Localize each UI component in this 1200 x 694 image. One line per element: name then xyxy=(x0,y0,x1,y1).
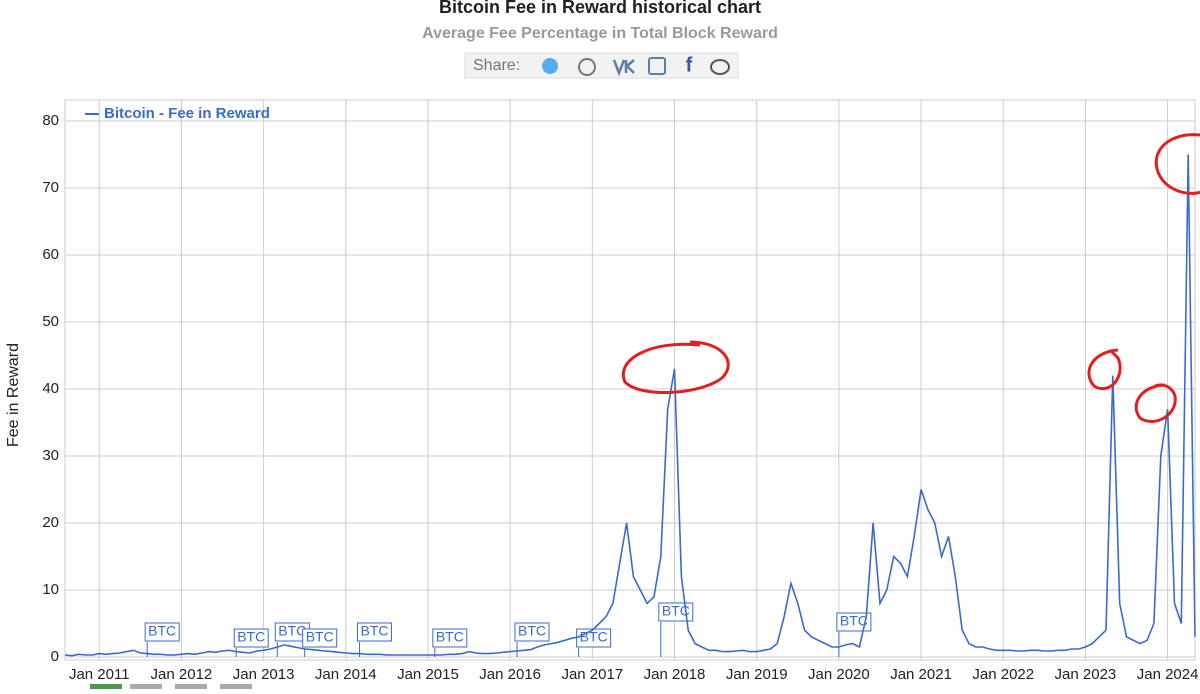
flag-label: BTC xyxy=(840,613,868,629)
nav-button[interactable] xyxy=(130,684,162,692)
twitter-icon[interactable] xyxy=(542,58,558,74)
flag-box xyxy=(836,612,872,632)
x-tick-label: Jan 2014 xyxy=(315,666,377,683)
flag-box xyxy=(514,622,550,642)
red-circle xyxy=(1134,383,1177,423)
x-tick-label: Jan 2023 xyxy=(1055,666,1117,683)
nav-button[interactable] xyxy=(175,684,207,692)
x-tick-label: Jan 2024 xyxy=(1137,666,1199,683)
vk-icon[interactable] xyxy=(612,59,635,77)
y-tick-label: 80 xyxy=(42,112,59,129)
flag-label: BTC xyxy=(436,629,464,645)
flag-label: BTC xyxy=(580,629,608,645)
weibo-icon[interactable] xyxy=(710,59,730,75)
flag-box xyxy=(658,602,694,622)
x-tick-label: Jan 2016 xyxy=(479,666,541,683)
x-tick-label: Jan 2011 xyxy=(69,666,130,683)
y-tick-label: 20 xyxy=(42,514,59,531)
y-axis-label: Fee in Reward xyxy=(5,343,22,447)
flag-label: BTC xyxy=(148,623,176,639)
flag-label: BTC xyxy=(278,623,306,639)
x-tick-label: Jan 2022 xyxy=(972,666,1034,683)
hand-drawn-circles xyxy=(621,133,1200,423)
flag-box xyxy=(144,622,180,642)
facebook-icon[interactable]: f xyxy=(686,54,693,76)
x-tick-label: Jan 2017 xyxy=(561,666,623,683)
flag-box xyxy=(302,628,338,648)
flag-box xyxy=(432,628,468,648)
share-bar: Share: f xyxy=(464,52,739,79)
series-line xyxy=(64,154,1196,657)
share-box xyxy=(464,52,739,79)
y-tick-label: 50 xyxy=(42,313,59,330)
chart-title: Bitcoin Fee in Reward historical chart xyxy=(439,0,761,17)
x-tick-label: Jan 2013 xyxy=(233,666,295,683)
flag-label: BTC xyxy=(662,603,690,619)
x-tick-label: Jan 2019 xyxy=(726,666,788,683)
y-tick-label: 70 xyxy=(42,179,59,196)
y-tick-label: 0 xyxy=(51,648,59,665)
y-tick-label: 30 xyxy=(42,447,59,464)
x-tick-label: Jan 2015 xyxy=(397,666,459,683)
red-circle xyxy=(621,340,730,395)
like-icon[interactable] xyxy=(648,57,666,75)
y-tick-label: 10 xyxy=(42,581,59,598)
navigator xyxy=(90,684,252,692)
grid: 0 10 20 30 40 50 60 70 80 Jan 2011 Jan 2012 Jan 201… xyxy=(42,100,1198,683)
flag-box xyxy=(233,628,269,648)
y-tick-label: 40 xyxy=(42,380,59,397)
chart-subtitle: Average Fee Percentage in Total Block Re… xyxy=(422,25,778,42)
legend-label: Bitcoin - Fee in Reward xyxy=(104,105,270,122)
nav-button[interactable] xyxy=(90,684,122,692)
red-circle xyxy=(1154,133,1200,195)
legend: Bitcoin - Fee in Reward xyxy=(85,105,270,122)
nav-button[interactable] xyxy=(220,684,252,692)
y-tick-label: 60 xyxy=(42,246,59,263)
red-circle xyxy=(1087,348,1122,391)
flag-label: BTC xyxy=(518,623,546,639)
flag-box xyxy=(356,622,392,642)
x-tick-label: Jan 2020 xyxy=(808,666,870,683)
reddit-icon[interactable] xyxy=(578,58,596,76)
lines xyxy=(64,154,1196,657)
plot-frame xyxy=(64,99,1196,661)
share-label: Share: xyxy=(473,57,520,74)
x-tick-label: Jan 2018 xyxy=(644,666,706,683)
flag-label: BTC xyxy=(237,629,265,645)
x-tick-label: Jan 2021 xyxy=(890,666,952,683)
flag-label: BTC xyxy=(306,629,334,645)
x-tick-label: Jan 2012 xyxy=(151,666,213,683)
flag-label: BTC xyxy=(360,623,388,639)
